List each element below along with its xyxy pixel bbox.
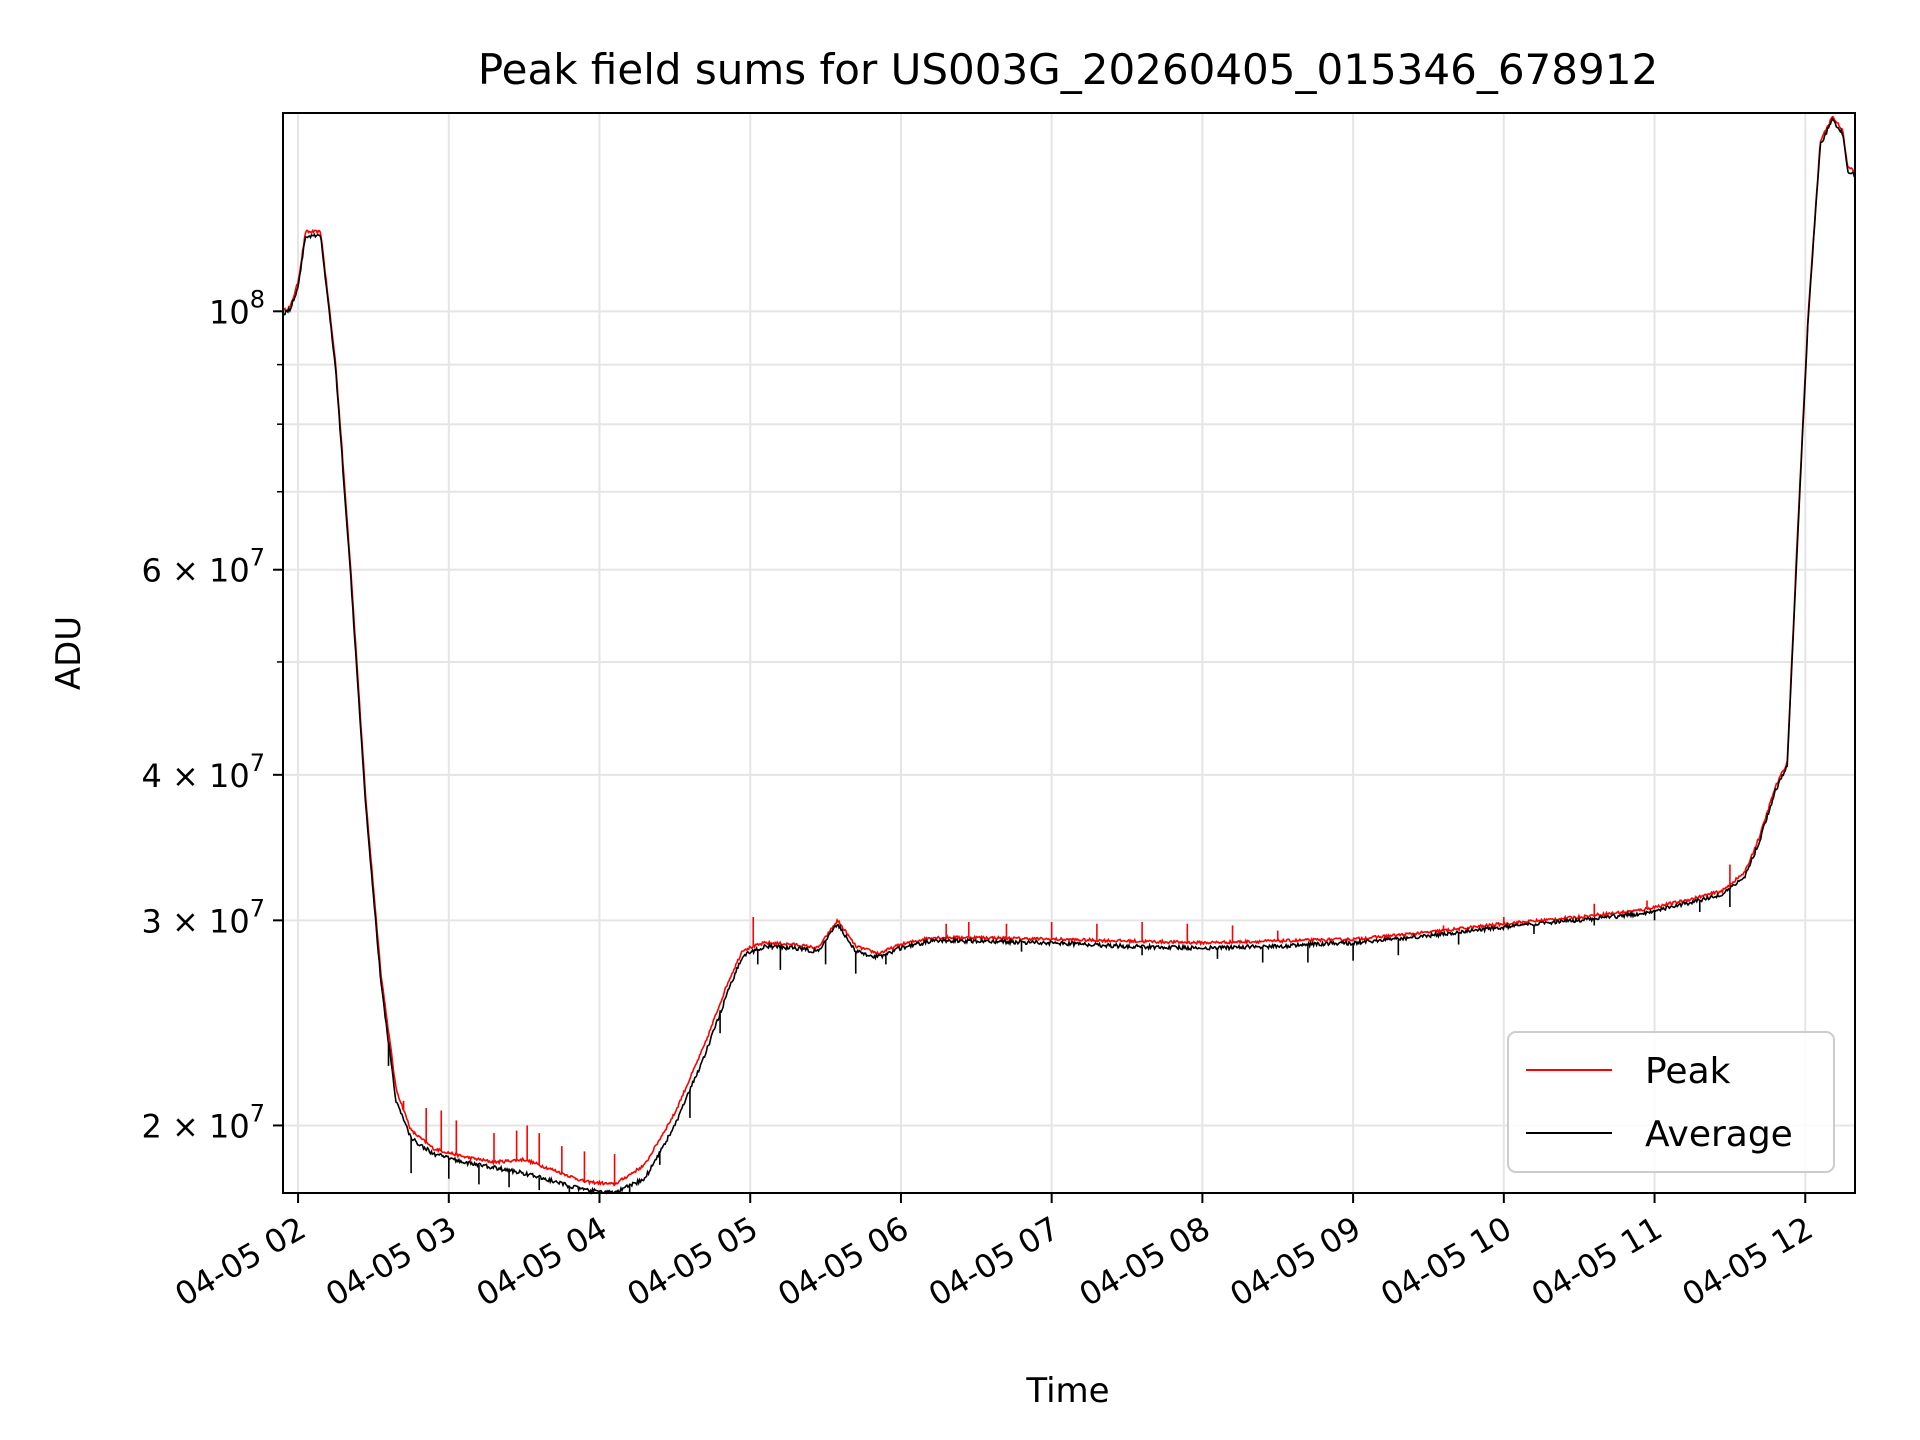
plot-area: 04-05 02 04-05 03 04-05 04 04-05 05 04-05 06…: [141, 112, 1856, 1314]
y-tick-base: 2 × 10: [141, 1107, 249, 1145]
y-tick-base: 4 × 10: [141, 757, 249, 795]
y-tick-label: 108: [209, 285, 265, 331]
y-tick-base: 10: [209, 293, 250, 331]
y-tick-label: 3 × 107: [141, 894, 265, 940]
y-tick-label: 2 × 107: [141, 1099, 265, 1145]
y-tick-label: 4 × 107: [141, 749, 265, 795]
y-tick-base: 3 × 10: [141, 902, 249, 940]
y-tick-exponent: 7: [250, 894, 265, 922]
legend-peak-label: Peak: [1645, 1051, 1731, 1092]
legend-box: [1507, 1031, 1835, 1173]
y-tick-base: 6 × 10: [141, 552, 249, 590]
plot-frame: [282, 112, 1856, 1194]
y-tick-exponent: 8: [250, 285, 265, 313]
y-tick-exponent: 7: [250, 544, 265, 572]
y-tick-exponent: 7: [250, 749, 265, 777]
chart-title: Peak field sums for US003G_20260405_0153…: [478, 45, 1658, 94]
plot-background: [283, 113, 1855, 1193]
average-series-line: [282, 117, 1856, 1195]
y-tick-label: 6 × 107: [141, 544, 265, 590]
y-axis-label: ADU: [49, 616, 89, 690]
series-layer: [282, 115, 1856, 1195]
y-tick-exponent: 7: [250, 1099, 265, 1127]
legend-average-label: Average: [1645, 1114, 1793, 1155]
legend: Peak Average: [1507, 1031, 1835, 1173]
x-axis-label: Time: [1025, 1371, 1109, 1411]
